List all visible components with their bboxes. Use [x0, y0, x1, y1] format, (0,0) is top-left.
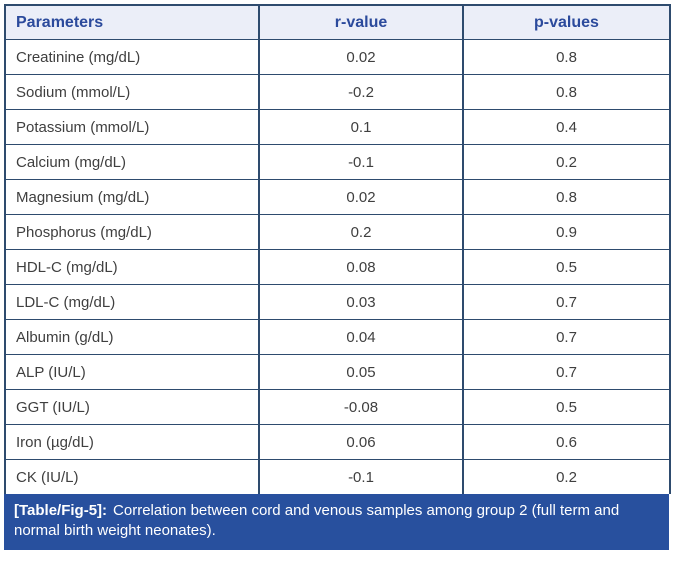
caption-label: [Table/Fig-5]:	[14, 502, 108, 519]
r-value-cell: 0.2	[258, 214, 463, 250]
table-caption: [Table/Fig-5]: Correlation between cord a…	[4, 494, 669, 550]
column-header-parameters: Parameters	[5, 5, 259, 40]
table-row: Iron (µg/dL) 0.06 0.6	[5, 424, 670, 460]
table-row: Calcium (mg/dL) -0.1 0.2	[5, 144, 670, 180]
parameter-cell: Magnesium (mg/dL)	[5, 179, 259, 215]
parameter-cell: Creatinine (mg/dL)	[5, 39, 259, 75]
p-value-cell: 0.6	[462, 424, 670, 460]
r-value-cell: 0.1	[258, 109, 463, 145]
column-header-p-values: p-values	[462, 5, 670, 40]
parameter-cell: Iron (µg/dL)	[5, 424, 259, 460]
parameter-cell: LDL-C (mg/dL)	[5, 284, 259, 320]
r-value-cell: -0.1	[258, 459, 463, 494]
parameter-cell: HDL-C (mg/dL)	[5, 249, 259, 285]
table-body: Creatinine (mg/dL) 0.02 0.8 Sodium (mmol/L)…	[5, 39, 670, 494]
correlation-table: Parameters r-value p-values Creatinine (…	[4, 4, 671, 494]
parameter-cell: ALP (IU/L)	[5, 354, 259, 390]
table-row: ALP (IU/L) 0.05 0.7	[5, 354, 670, 390]
p-value-cell: 0.2	[462, 459, 670, 494]
r-value-cell: 0.02	[258, 179, 463, 215]
parameter-cell: CK (IU/L)	[5, 459, 259, 494]
table-row: Albumin (g/dL) 0.04 0.7	[5, 319, 670, 355]
table-row: Magnesium (mg/dL) 0.02 0.8	[5, 179, 670, 215]
table-row: LDL-C (mg/dL) 0.03 0.7	[5, 284, 670, 320]
p-value-cell: 0.4	[462, 109, 670, 145]
table-row: Phosphorus (mg/dL) 0.2 0.9	[5, 214, 670, 250]
p-value-cell: 0.5	[462, 249, 670, 285]
parameter-cell: Phosphorus (mg/dL)	[5, 214, 259, 250]
table-row: Sodium (mmol/L) -0.2 0.8	[5, 74, 670, 110]
parameter-cell: Potassium (mmol/L)	[5, 109, 259, 145]
r-value-cell: 0.04	[258, 319, 463, 355]
table-row: CK (IU/L) -0.1 0.2	[5, 459, 670, 494]
r-value-cell: 0.03	[258, 284, 463, 320]
p-value-cell: 0.8	[462, 39, 670, 75]
p-value-cell: 0.8	[462, 179, 670, 215]
r-value-cell: 0.08	[258, 249, 463, 285]
p-value-cell: 0.7	[462, 354, 670, 390]
caption-text: Correlation between cord and venous samp…	[14, 502, 620, 539]
p-value-cell: 0.7	[462, 319, 670, 355]
table-row: HDL-C (mg/dL) 0.08 0.5	[5, 249, 670, 285]
r-value-cell: 0.02	[258, 39, 463, 75]
table-row: GGT (IU/L) -0.08 0.5	[5, 389, 670, 425]
parameter-cell: GGT (IU/L)	[5, 389, 259, 425]
correlation-table-figure: Parameters r-value p-values Creatinine (…	[4, 4, 671, 550]
r-value-cell: -0.1	[258, 144, 463, 180]
table-row: Potassium (mmol/L) 0.1 0.4	[5, 109, 670, 145]
r-value-cell: 0.05	[258, 354, 463, 390]
p-value-cell: 0.7	[462, 284, 670, 320]
parameter-cell: Albumin (g/dL)	[5, 319, 259, 355]
p-value-cell: 0.5	[462, 389, 670, 425]
column-header-r-value: r-value	[258, 5, 463, 40]
p-value-cell: 0.9	[462, 214, 670, 250]
table-row: Creatinine (mg/dL) 0.02 0.8	[5, 39, 670, 75]
header-row: Parameters r-value p-values	[5, 5, 670, 40]
r-value-cell: 0.06	[258, 424, 463, 460]
p-value-cell: 0.2	[462, 144, 670, 180]
p-value-cell: 0.8	[462, 74, 670, 110]
parameter-cell: Sodium (mmol/L)	[5, 74, 259, 110]
table-header: Parameters r-value p-values	[5, 5, 670, 40]
r-value-cell: -0.08	[258, 389, 463, 425]
parameter-cell: Calcium (mg/dL)	[5, 144, 259, 180]
r-value-cell: -0.2	[258, 74, 463, 110]
